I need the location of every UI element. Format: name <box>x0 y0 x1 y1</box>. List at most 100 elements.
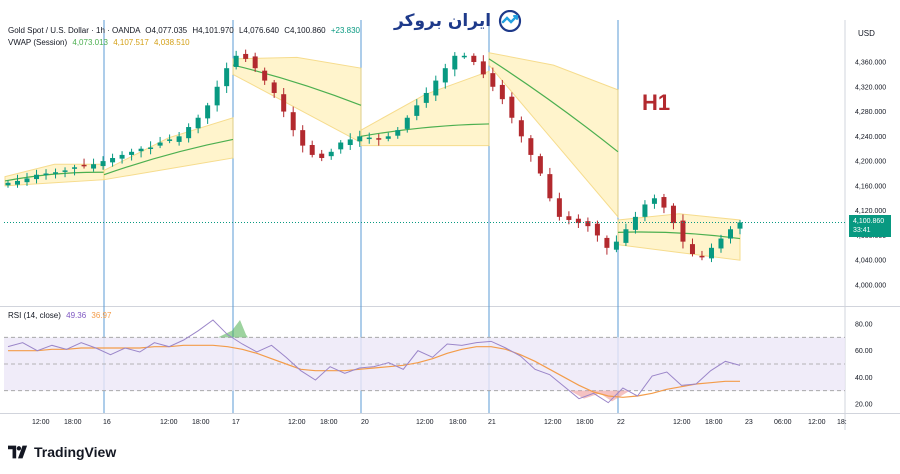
symbol-label[interactable]: Gold Spot / U.S. Dollar · 1h · OANDA <box>8 26 141 35</box>
open-label: O <box>145 26 152 35</box>
candle-body <box>642 204 648 217</box>
candle-body <box>689 244 695 255</box>
time-tick-label: 18:00 <box>192 419 210 426</box>
low-label: L <box>238 26 244 35</box>
time-tick-label: 12:00 <box>808 419 826 426</box>
rsi-label: RSI (14, close) <box>8 311 61 320</box>
time-tick-label: 18:00 <box>449 419 467 426</box>
price-tick-label: 4,160.000 <box>855 183 886 190</box>
candle-body <box>309 145 315 155</box>
timeframe-annotation: H1 <box>642 90 671 115</box>
vwap-line <box>360 123 490 137</box>
candle-body <box>461 55 467 58</box>
candle-body <box>661 197 667 208</box>
candle-body <box>243 53 249 59</box>
candle-body <box>623 229 629 243</box>
candle-body <box>480 61 486 75</box>
candle-body <box>594 223 600 236</box>
candle-body <box>224 68 230 87</box>
candle-body <box>452 55 458 70</box>
candle-body <box>357 136 363 142</box>
rsi-line <box>7 319 741 404</box>
candle-body <box>395 130 401 136</box>
last-price-tag: 4,100.860 33:41 <box>849 215 891 237</box>
last-price-value: 4,100.860 <box>853 218 885 225</box>
candle-body <box>699 255 705 258</box>
time-tick-label: 16 <box>103 419 111 426</box>
candle-body <box>186 127 192 139</box>
candle-body <box>575 218 581 224</box>
price-tick-label: 4,320.000 <box>855 84 886 91</box>
candle-body <box>62 170 68 172</box>
candle-body <box>15 180 21 185</box>
candle-body <box>518 120 524 137</box>
candle-body <box>376 138 382 140</box>
candle-body <box>680 220 686 242</box>
vwap-value: 4,073.013 <box>72 38 108 47</box>
time-tick-label: 12:00 <box>544 419 562 426</box>
close-label: C <box>284 26 291 35</box>
candle-body <box>119 154 125 159</box>
candle-body <box>718 238 724 249</box>
broker-name: ایران بروکر <box>394 11 492 31</box>
time-tick-label: 22 <box>617 419 625 426</box>
time-tick-label: 17 <box>232 419 240 426</box>
price-tick-label: 4,360.000 <box>855 60 886 67</box>
open-value: 4,077.035 <box>151 26 188 35</box>
candle-body <box>585 221 591 227</box>
candle-body <box>290 112 296 131</box>
low-value: 4,076.640 <box>243 26 279 35</box>
vwap-band <box>488 52 619 219</box>
vwap-line <box>617 231 741 240</box>
vwap-line <box>232 64 362 106</box>
change-value: +23.830 <box>330 26 360 35</box>
candle-body <box>433 80 439 96</box>
candle-body <box>528 138 534 155</box>
candle-body <box>556 198 562 217</box>
candle-body <box>319 153 325 159</box>
candle-body <box>328 151 334 157</box>
high-value: 4,101.970 <box>198 26 234 35</box>
time-tick-label: 12:00 <box>416 419 434 426</box>
vwap-line <box>103 138 234 176</box>
time-tick-label: 18:00 <box>576 419 594 426</box>
candle-body <box>252 56 258 69</box>
price-tick-label: 4,040.000 <box>855 258 886 265</box>
time-tick-label: 18:00 <box>320 419 338 426</box>
rsi-tick-label: 80.00 <box>855 322 873 329</box>
tradingview-logo[interactable]: TradingView <box>8 444 116 460</box>
vwap-band <box>103 117 234 181</box>
candle-body <box>613 241 619 250</box>
candle-body <box>214 86 220 106</box>
rsi-legend[interactable]: RSI (14, close) 49.36 36.97 <box>8 311 111 320</box>
vwap-lower-value: 4,038.510 <box>154 38 190 47</box>
vwap-line <box>4 171 105 182</box>
candle-body <box>233 55 239 67</box>
candle-body <box>708 247 714 259</box>
price-tick-label: 4,120.000 <box>855 208 886 215</box>
time-tick-label: 23 <box>745 419 753 426</box>
candle-body <box>737 222 743 229</box>
candle-body <box>547 174 553 199</box>
candle-body <box>509 96 515 118</box>
time-tick-label: 12:00 <box>288 419 306 426</box>
time-tick-label: 06:00 <box>774 419 792 426</box>
time-tick-label: 18: <box>837 419 847 426</box>
rsi-value: 49.36 <box>66 311 87 320</box>
candle-body <box>176 136 182 142</box>
candle-body <box>537 156 543 174</box>
vwap-legend[interactable]: VWAP (Session) 4,073.013 4,107.517 4,038… <box>8 38 190 47</box>
candle-body <box>566 216 572 220</box>
currency-label[interactable]: USD <box>858 29 875 38</box>
candle-body <box>604 237 610 248</box>
broker-brand: ایران بروکر <box>394 10 523 32</box>
candle-body <box>24 178 30 183</box>
close-value: 4,100.860 <box>290 26 326 35</box>
handshake-icon <box>498 10 522 32</box>
rsi-ma-line <box>8 344 740 398</box>
time-tick-label: 18:00 <box>705 419 723 426</box>
candle-body <box>651 198 657 204</box>
candle-body <box>100 161 106 167</box>
